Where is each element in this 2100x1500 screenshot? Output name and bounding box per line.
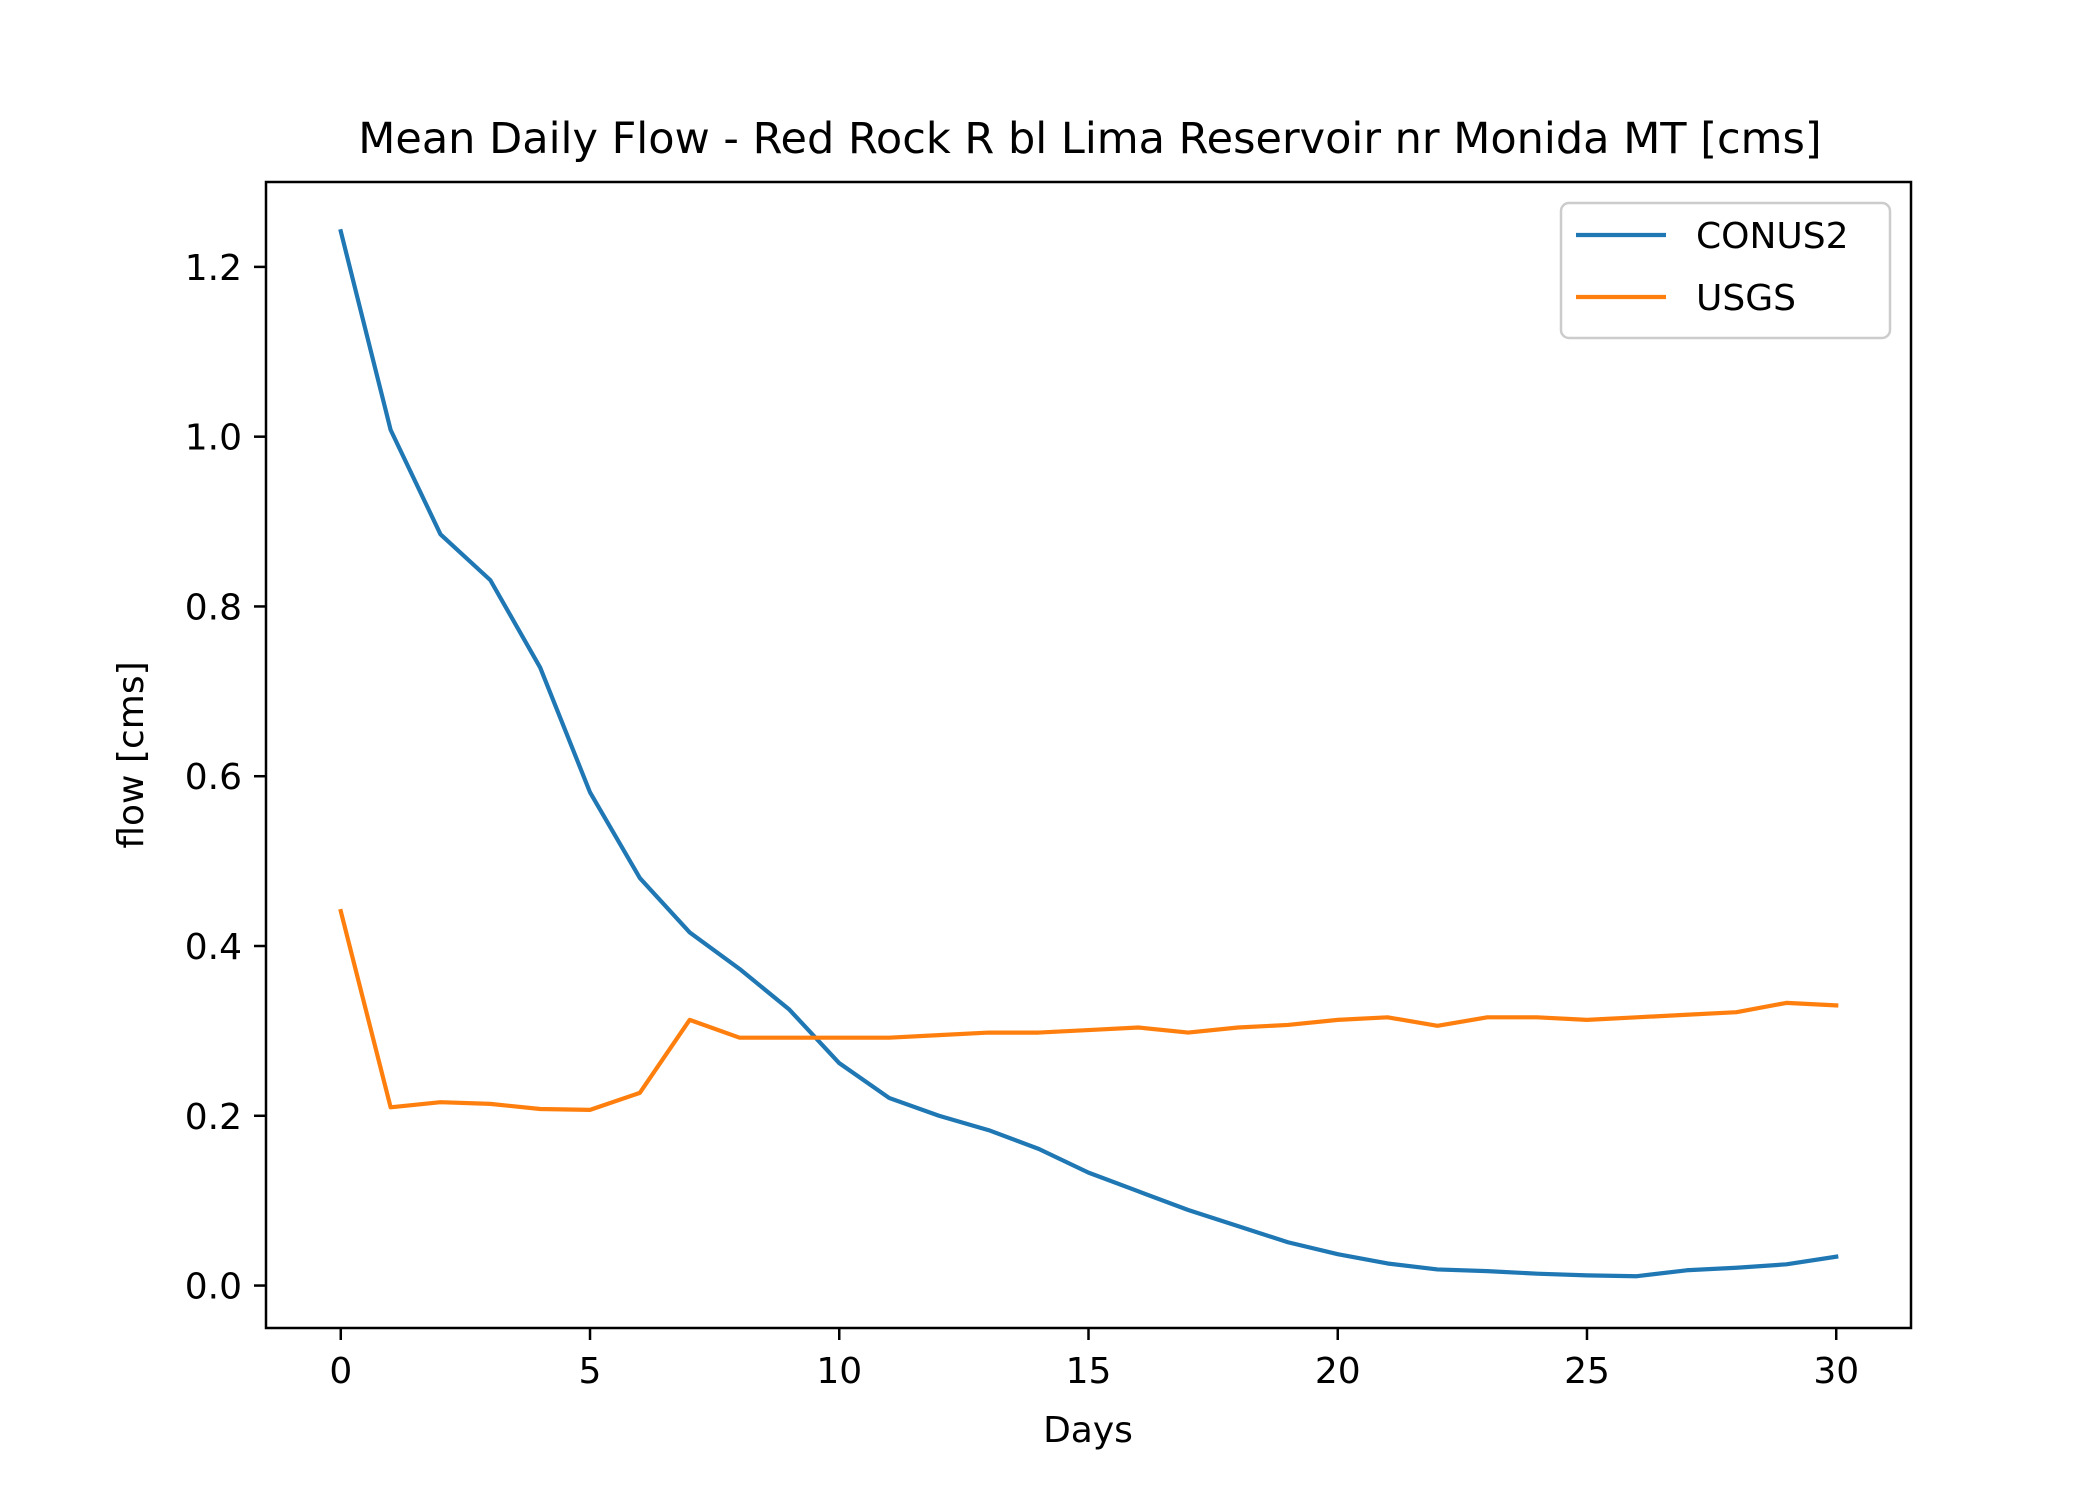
y-tick-label: 0.2 [185,1097,242,1138]
y-axis-ticks: 0.0 0.2 0.4 0.6 0.8 1.0 1.2 [185,248,266,1308]
legend: CONUS2 USGS [1559,201,1892,340]
x-axis-label: Days [1043,1410,1133,1451]
x-tick-label: 5 [579,1351,602,1392]
legend-label-conus2: CONUS2 [1696,216,1849,257]
y-tick-label: 0.4 [185,927,242,968]
series-line-conus2 [338,228,1839,1279]
x-axis-ticks: 0 5 10 15 20 25 30 [329,1328,1859,1392]
x-tick-label: 0 [329,1351,352,1392]
y-tick-label: 0.0 [185,1267,242,1308]
plot-frame [264,180,1913,1330]
x-tick-label: 25 [1564,1351,1610,1392]
x-tick-label: 15 [1066,1351,1112,1392]
x-tick-label: 10 [816,1351,862,1392]
chart-title: Mean Daily Flow - Red Rock R bl Lima Res… [358,114,1821,164]
legend-label-usgs: USGS [1696,278,1796,319]
x-tick-label: 20 [1315,1351,1361,1392]
series-lines [338,228,1839,1279]
y-tick-label: 1.0 [185,418,242,459]
plot-area [338,228,1839,1279]
y-tick-label: 1.2 [185,248,242,289]
x-tick-label: 30 [1813,1351,1859,1392]
y-axis-label: flow [cms] [111,661,152,848]
series-line-usgs [338,908,1839,1112]
y-tick-label: 0.6 [185,757,242,798]
y-tick-label: 0.8 [185,587,242,628]
